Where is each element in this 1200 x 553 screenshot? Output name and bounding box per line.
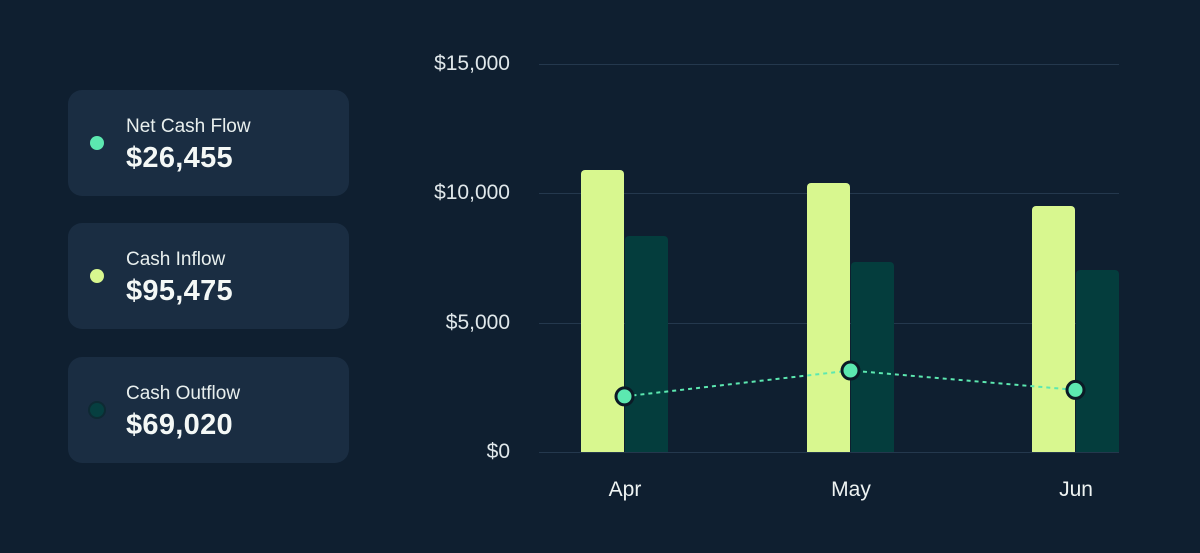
x-tick-label: Apr xyxy=(608,478,642,501)
card-value: $69,020 xyxy=(126,409,233,441)
y-tick-label: $0 xyxy=(486,440,510,463)
inflow-bar-apr xyxy=(581,170,624,452)
card-label: Cash Outflow xyxy=(126,383,241,404)
net-cash-flow-point-jun xyxy=(1065,379,1086,400)
card-value: $26,455 xyxy=(126,142,233,174)
outflow-bar-may xyxy=(851,261,894,452)
card-label: Net Cash Flow xyxy=(126,116,251,137)
cash-inflow-card: Cash Inflow $95,475 xyxy=(68,223,349,329)
cash-outflow-dot-icon xyxy=(90,403,104,417)
cash-inflow-dot-icon xyxy=(90,269,104,283)
outflow-bar-apr xyxy=(625,236,668,452)
x-tick-label: Jun xyxy=(1059,478,1093,501)
y-tick-label: $5,000 xyxy=(445,310,510,334)
net-cash-flow-point-may xyxy=(840,360,861,381)
inflow-bar-jun xyxy=(1032,206,1075,452)
gridline xyxy=(539,452,1119,453)
net-cash-flow-point-apr xyxy=(614,386,635,407)
y-tick-label: $10,000 xyxy=(434,181,510,205)
card-value: $95,475 xyxy=(126,275,233,307)
outflow-bar-jun xyxy=(1076,269,1119,452)
x-tick-label: May xyxy=(831,478,871,501)
gridline xyxy=(539,64,1119,65)
net-cash-flow-dot-icon xyxy=(90,136,104,150)
y-tick-label: $15,000 xyxy=(434,52,510,75)
cash-outflow-card: Cash Outflow $69,020 xyxy=(68,357,349,463)
inflow-bar-may xyxy=(807,182,850,452)
card-label: Cash Inflow xyxy=(126,249,226,270)
net-cash-flow-card: Net Cash Flow $26,455 xyxy=(68,90,349,196)
